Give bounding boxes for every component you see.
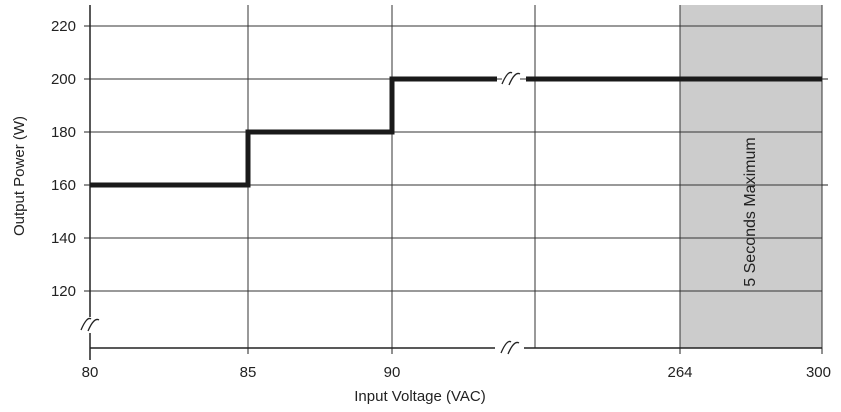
axis-break-layer [80,71,521,356]
series-line [90,76,497,188]
x-tick-label: 80 [82,364,99,381]
tick-label-layer: 120 140 160 180 200 220 80 85 90 264 300 [51,18,831,381]
shaded-region-label: 5 Seconds Maximum [742,137,759,286]
y-tick-label: 220 [51,18,76,35]
y-axis-break-stroke [80,317,92,331]
y-tick-label: 160 [51,177,76,194]
x-tick-label: 300 [806,364,831,381]
y-tick-label: 200 [51,71,76,88]
series-break-stroke [508,72,521,86]
series-break-stroke [501,71,513,85]
axis-layer [84,5,828,360]
y-axis-title: Output Power (W) [11,116,28,236]
x-tick-label: 85 [240,364,257,381]
x-tick-label: 90 [384,364,401,381]
series-layer [90,76,822,188]
y-axis-break-stroke [87,318,100,332]
x-axis-break-stroke [500,340,512,354]
x-tick-label: 264 [667,364,692,381]
shaded-region-layer: 5 Seconds Maximum [680,5,822,348]
y-tick-label: 140 [51,230,76,247]
y-tick-label: 120 [51,283,76,300]
x-axis-title: Input Voltage (VAC) [354,388,485,405]
y-tick-label: 180 [51,124,76,141]
x-axis-break-stroke [507,341,520,355]
